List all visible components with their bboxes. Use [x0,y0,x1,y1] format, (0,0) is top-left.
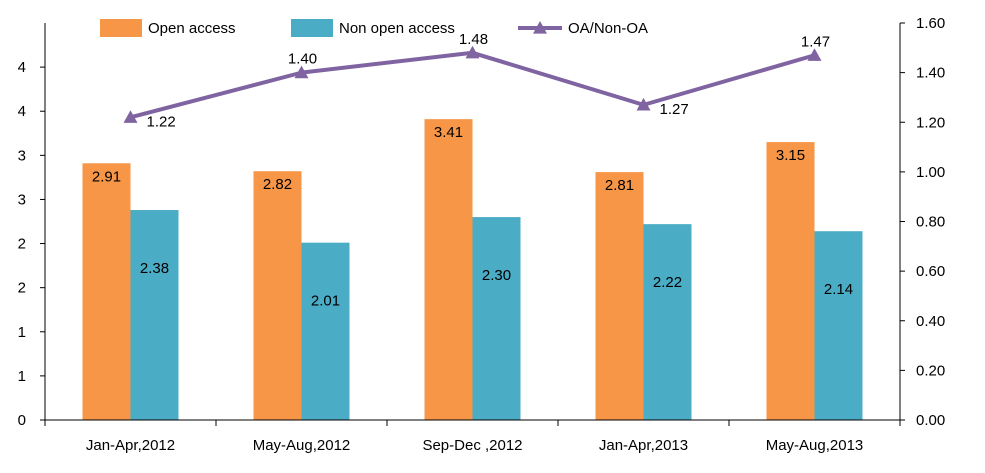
data-label: 3.41 [434,124,463,141]
data-label: 2.30 [482,267,511,284]
ratio-data-label: 1.48 [459,31,488,48]
x-tick-label: Jan-Apr,2013 [599,437,688,454]
left-y-tick-label: 2 [18,280,26,297]
data-label: 2.01 [311,293,340,310]
right-y-tick-label: 0.60 [916,263,945,280]
right-y-tick-label: 0.20 [916,362,945,379]
ratio-marker [294,65,309,79]
right-y-tick-label: 1.40 [916,65,945,82]
data-label: 2.82 [263,176,292,193]
ratio-marker [807,48,822,61]
x-tick-label: Sep-Dec ,2012 [422,437,522,454]
data-label: 2.91 [92,168,121,185]
x-tick-label: Jan-Apr,2012 [86,437,175,454]
left-y-tick-label: 4 [18,103,26,120]
bar-non-open-access [301,242,350,420]
legend-swatch-open-access [100,19,142,37]
left-y-tick-label: 2 [18,236,26,253]
ratio-line [129,50,816,120]
bar-non-open-access [130,210,179,420]
data-label: 2.14 [824,281,853,298]
ratio-data-label: 1.40 [288,51,317,68]
data-label: 2.22 [653,274,682,291]
bar-open-access [82,163,131,421]
bar-open-access [766,142,815,420]
bar-open-access [595,172,644,420]
left-y-tick-label: 4 [18,59,26,76]
left-y-tick-label: 1 [18,368,26,385]
bar-open-access [253,171,302,420]
right-y-tick-label: 0.00 [916,412,945,429]
left-y-tick-label: 0 [18,412,26,429]
left-y-tick-label: 1 [18,324,26,341]
data-label: 2.81 [605,177,634,194]
ratio-data-label: 1.47 [801,33,830,50]
ratio-marker [123,110,138,123]
x-tick-label: May-Aug,2012 [253,437,351,454]
ratio-data-label: 1.22 [147,113,176,130]
data-labels-layer: 2.91 2.38 2.82 2.01 3.41 2.30 2.81 2.22 3.15 2.14… [92,31,853,310]
left-y-tick-label: 3 [18,147,26,164]
ratio-marker [465,45,480,59]
legend-swatch-non-open-access [291,19,333,37]
data-label: 2.38 [140,260,169,277]
right-y-tick-label: 0.40 [916,313,945,330]
ratio-data-label: 1.27 [660,101,689,118]
axes-layer: 0 1 1 2 2 3 3 4 4 0.00 0.20 0.40 0.60 0.80 1.00 1.20 1.4… [18,15,946,454]
data-label: 3.15 [776,147,805,164]
bars-layer [82,119,863,421]
legend-marker-ratio [533,21,547,34]
right-y-tick-label: 1.20 [916,114,945,131]
legend-label-open-access: Open access [148,20,236,37]
bar-open-access [424,119,473,420]
right-y-tick-label: 0.80 [916,214,945,231]
legend: Open access Non open access OA/Non-OA [100,19,648,37]
legend-label-non-open-access: Non open access [339,20,455,37]
left-y-tick-label: 3 [18,191,26,208]
bar-non-open-access [643,224,692,420]
legend-label-ratio: OA/Non-OA [568,20,648,37]
bar-non-open-access [814,231,863,420]
ratio-line-layer [123,45,822,123]
bar-non-open-access [472,217,521,420]
right-y-tick-label: 1.60 [916,15,945,32]
ratio-marker [636,97,651,111]
right-y-tick-label: 1.00 [916,164,945,181]
x-tick-label: May-Aug,2013 [766,437,864,454]
